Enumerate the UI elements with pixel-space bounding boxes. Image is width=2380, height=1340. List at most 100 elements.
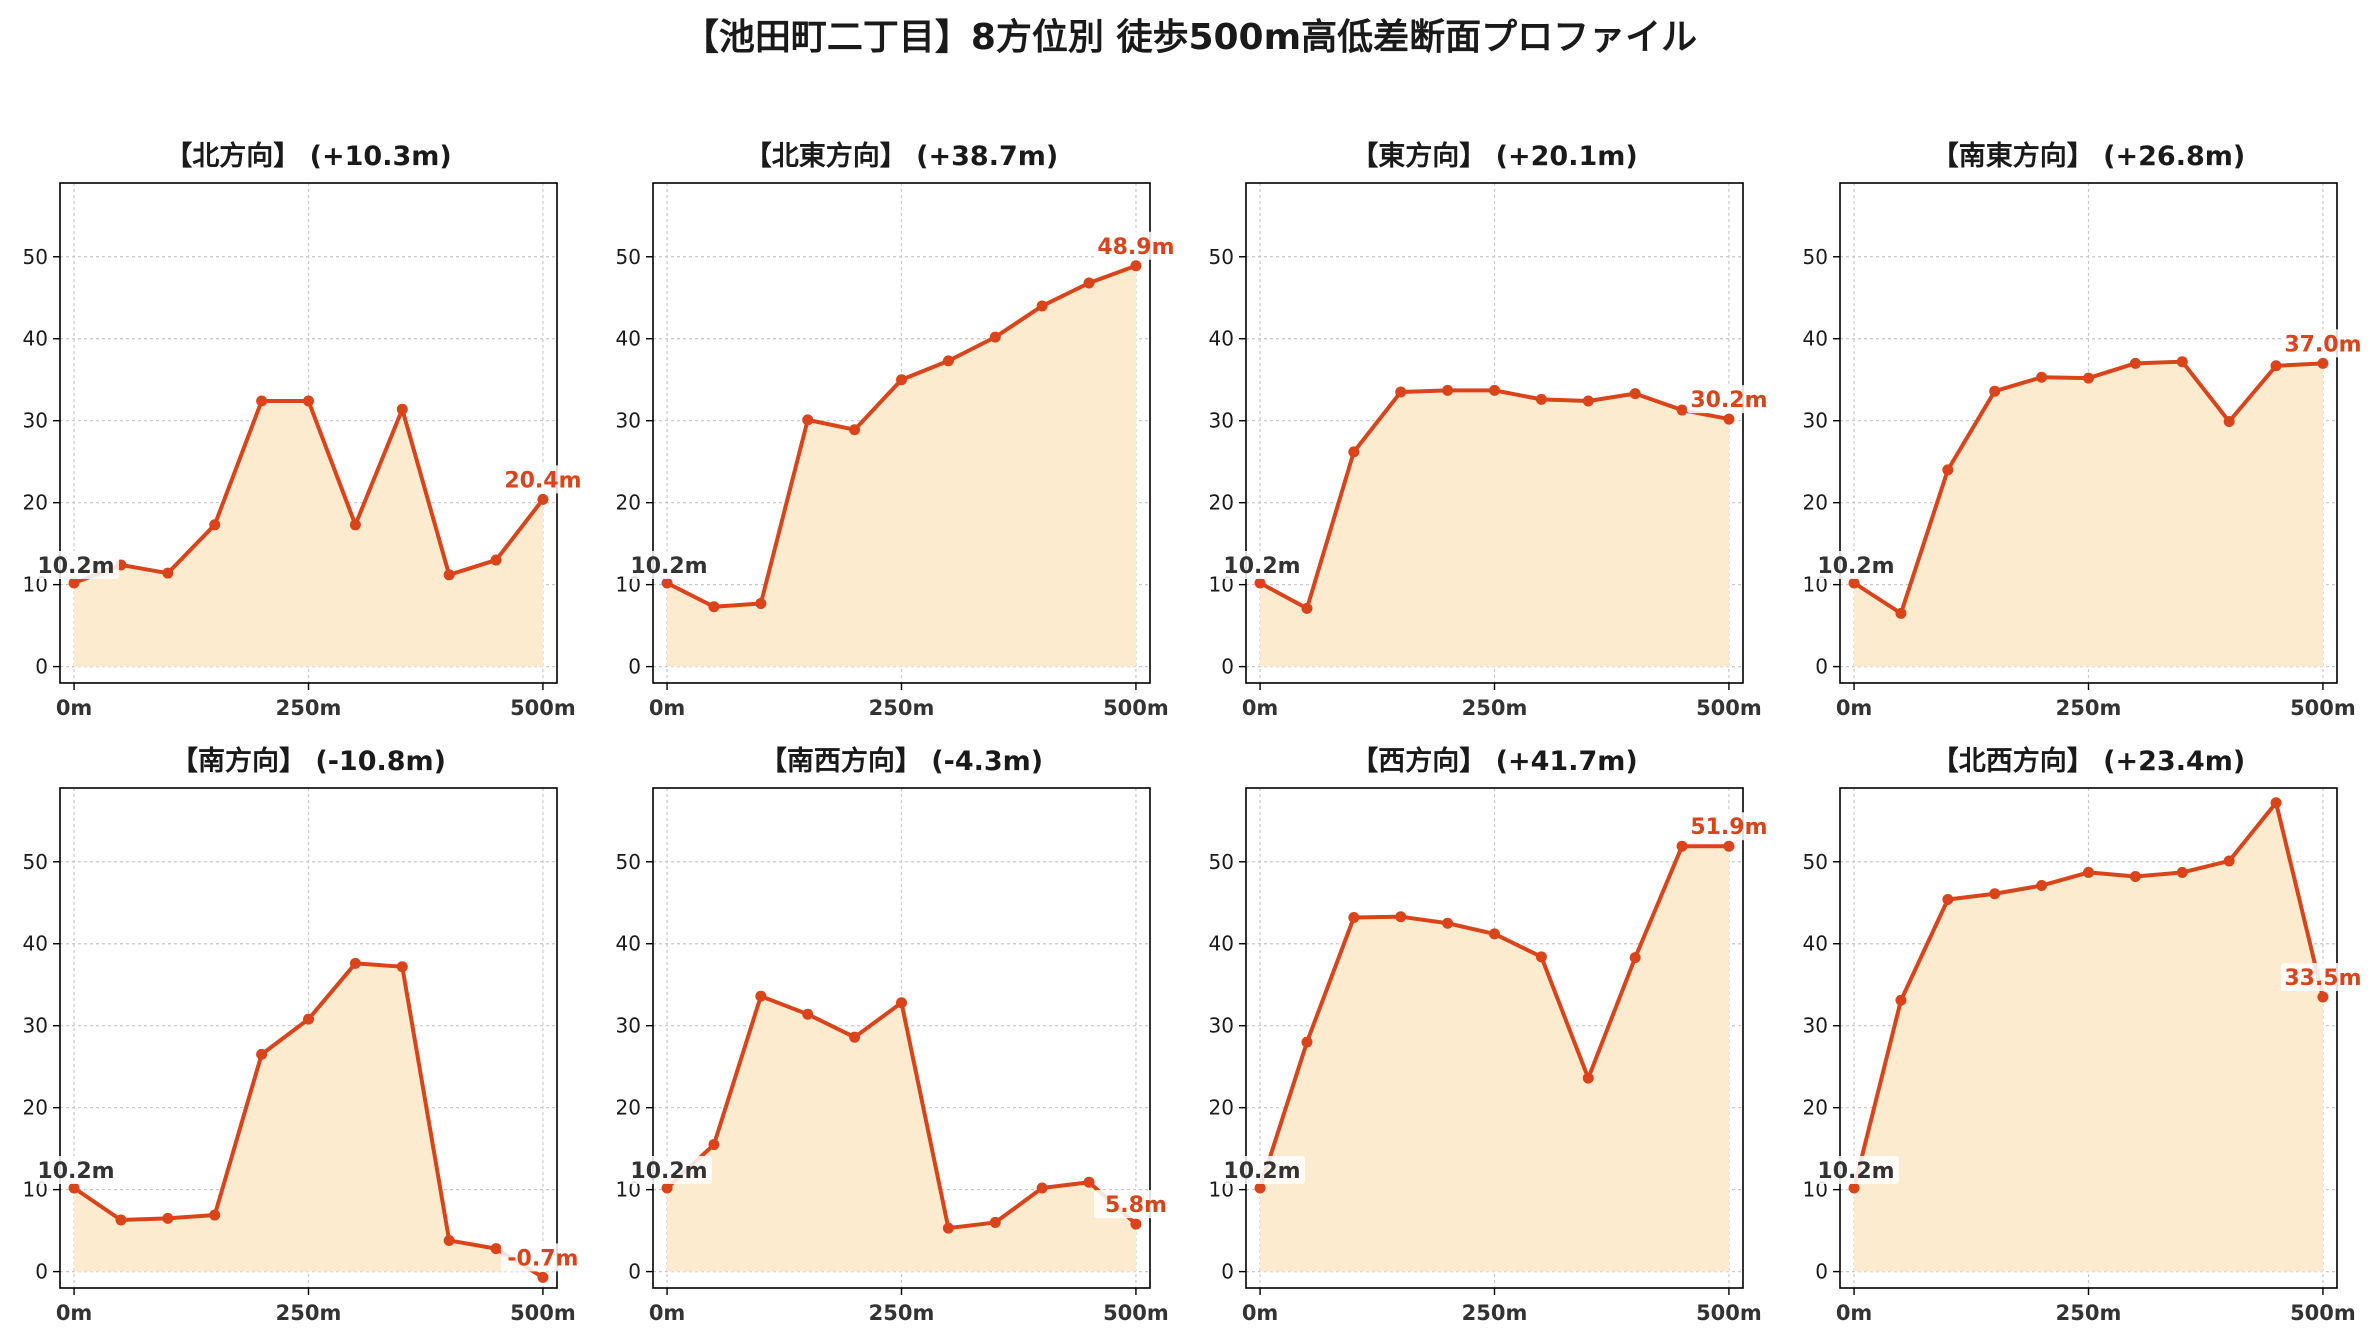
x-tick-label: 500m [1696, 1301, 1762, 1325]
end-elevation-label: -0.7m [507, 1246, 578, 1271]
y-tick-label: 30 [1803, 409, 1828, 433]
end-label-bg [2280, 963, 2365, 992]
y-tick-label: 20 [1209, 491, 1234, 515]
data-point [2223, 416, 2235, 428]
data-point [1535, 951, 1547, 963]
data-point [1895, 994, 1907, 1006]
data-point [443, 1234, 455, 1246]
data-point [708, 601, 720, 613]
data-point [1989, 385, 2001, 397]
end-label-bg [1686, 385, 1771, 414]
data-point [1489, 928, 1500, 940]
y-tick-label: 50 [616, 850, 641, 874]
data-point [1723, 840, 1735, 852]
y-tick-label: 20 [1209, 1096, 1234, 1120]
start-elevation-label: 10.2m [1223, 1159, 1300, 1184]
data-point [209, 1209, 221, 1221]
y-tick-label: 20 [23, 491, 48, 515]
chart-title: 【南西方向】 (-4.3m) [760, 745, 1043, 777]
start-label-bg [626, 1156, 712, 1184]
elevation-area [1854, 802, 2323, 1272]
data-point [537, 493, 549, 505]
elevation-area [1260, 846, 1729, 1272]
data-point [490, 1243, 502, 1255]
x-tick-label: 500m [510, 1301, 576, 1325]
end-elevation-label: 51.9m [1690, 815, 1767, 840]
chart-title: 【北西方向】 (+23.4m) [1932, 745, 2245, 777]
data-point [2270, 797, 2282, 809]
end-elevation-label: 5.8m [1105, 1193, 1167, 1218]
data-point [1442, 917, 1454, 929]
data-point [2083, 372, 2094, 384]
y-tick-label: 50 [23, 245, 48, 269]
x-tick-label: 0m [56, 696, 93, 720]
start-label-bg [33, 551, 119, 579]
x-tick-label: 0m [649, 1301, 686, 1325]
data-point [2129, 357, 2141, 369]
end-label-bg [1686, 812, 1771, 841]
data-point [303, 1013, 314, 1025]
data-point [68, 1182, 80, 1194]
data-point [1442, 384, 1454, 396]
data-point [896, 374, 907, 386]
x-tick-label: 0m [1242, 1301, 1279, 1325]
end-elevation-label: 37.0m [2284, 332, 2361, 357]
data-point [1130, 1218, 1142, 1230]
x-tick-label: 0m [1836, 696, 1873, 720]
data-point [349, 957, 361, 969]
data-point [1395, 911, 1407, 923]
y-tick-label: 40 [1209, 932, 1234, 956]
end-label-bg [2280, 329, 2365, 358]
y-tick-label: 0 [1815, 655, 1828, 679]
data-point [1848, 1182, 1860, 1194]
start-label-bg [1813, 1156, 1899, 1184]
y-tick-label: 40 [1803, 932, 1828, 956]
x-tick-label: 500m [1696, 696, 1762, 720]
data-point [396, 961, 408, 973]
data-point [849, 1031, 861, 1043]
data-point [2317, 357, 2329, 369]
data-point [396, 403, 408, 415]
data-point [2317, 991, 2329, 1003]
y-tick-label: 20 [616, 1096, 641, 1120]
data-point [661, 1182, 673, 1194]
data-point [2223, 855, 2235, 867]
end-label-bg [1093, 1190, 1178, 1219]
elevation-area [1854, 361, 2323, 667]
y-tick-label: 0 [628, 655, 641, 679]
y-tick-label: 0 [35, 1260, 48, 1284]
data-point [989, 331, 1001, 343]
chart-title: 【北方向】 (+10.3m) [165, 140, 451, 172]
data-point [256, 1048, 268, 1060]
start-label-bg [1219, 1156, 1305, 1184]
x-tick-label: 500m [1103, 696, 1169, 720]
data-point [661, 577, 673, 589]
data-point [490, 554, 502, 566]
data-point [1723, 413, 1735, 425]
data-point [2129, 871, 2141, 883]
data-point [896, 997, 907, 1009]
y-tick-label: 50 [616, 245, 641, 269]
data-point [1629, 388, 1641, 400]
start-elevation-label: 10.2m [1817, 1159, 1894, 1184]
y-tick-label: 20 [23, 1096, 48, 1120]
y-tick-label: 40 [23, 327, 48, 351]
x-tick-label: 0m [649, 696, 686, 720]
data-point [802, 1008, 814, 1020]
data-point [2176, 866, 2188, 878]
end-label-bg [500, 1243, 585, 1272]
y-tick-label: 20 [616, 491, 641, 515]
elevation-area [74, 401, 543, 667]
data-point [989, 1216, 1001, 1228]
y-tick-label: 40 [1209, 327, 1234, 351]
data-point [755, 990, 767, 1002]
data-point [162, 1212, 174, 1224]
